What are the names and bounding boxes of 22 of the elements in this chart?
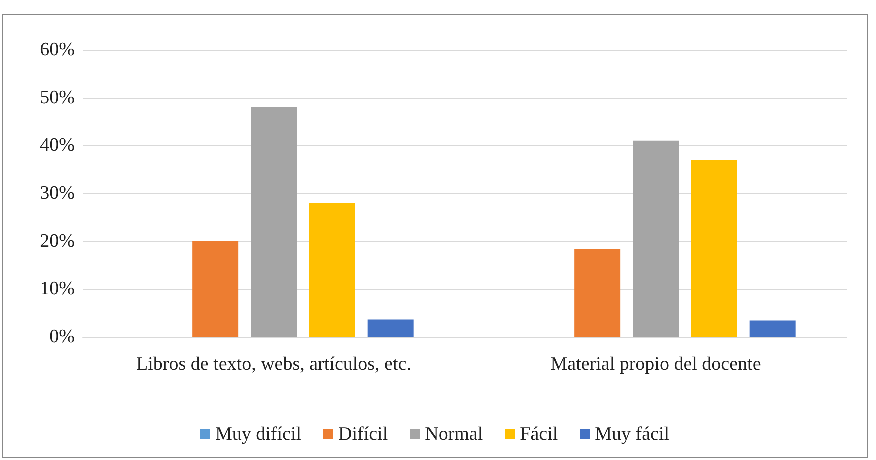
- legend-label: Normal: [425, 424, 484, 445]
- bar: [368, 320, 414, 337]
- legend-label: Muy difícil: [215, 424, 302, 445]
- bar: [309, 203, 356, 337]
- y-tick-label: 10%: [40, 278, 76, 300]
- y-tick-label: 50%: [40, 87, 76, 108]
- bar: [633, 140, 679, 337]
- y-tick-label: 30%: [40, 183, 76, 204]
- bar: [750, 320, 796, 337]
- y-tick-label: 0%: [50, 326, 76, 348]
- legend-label: Difícil: [338, 424, 388, 445]
- legend-label: Fácil: [520, 424, 558, 445]
- x-tick-label: Libros de texto, webs, artículos, etc.: [136, 354, 412, 375]
- bar: [251, 107, 297, 337]
- y-tick-label: 40%: [40, 135, 76, 156]
- y-tick-label: 60%: [40, 40, 76, 60]
- x-tick-label: Material propio del docente: [550, 354, 762, 375]
- bar: [192, 241, 239, 337]
- bar: [574, 248, 621, 337]
- y-tick-label: 20%: [40, 230, 76, 252]
- legend-label: Muy fácil: [595, 424, 670, 445]
- bar: [691, 160, 738, 337]
